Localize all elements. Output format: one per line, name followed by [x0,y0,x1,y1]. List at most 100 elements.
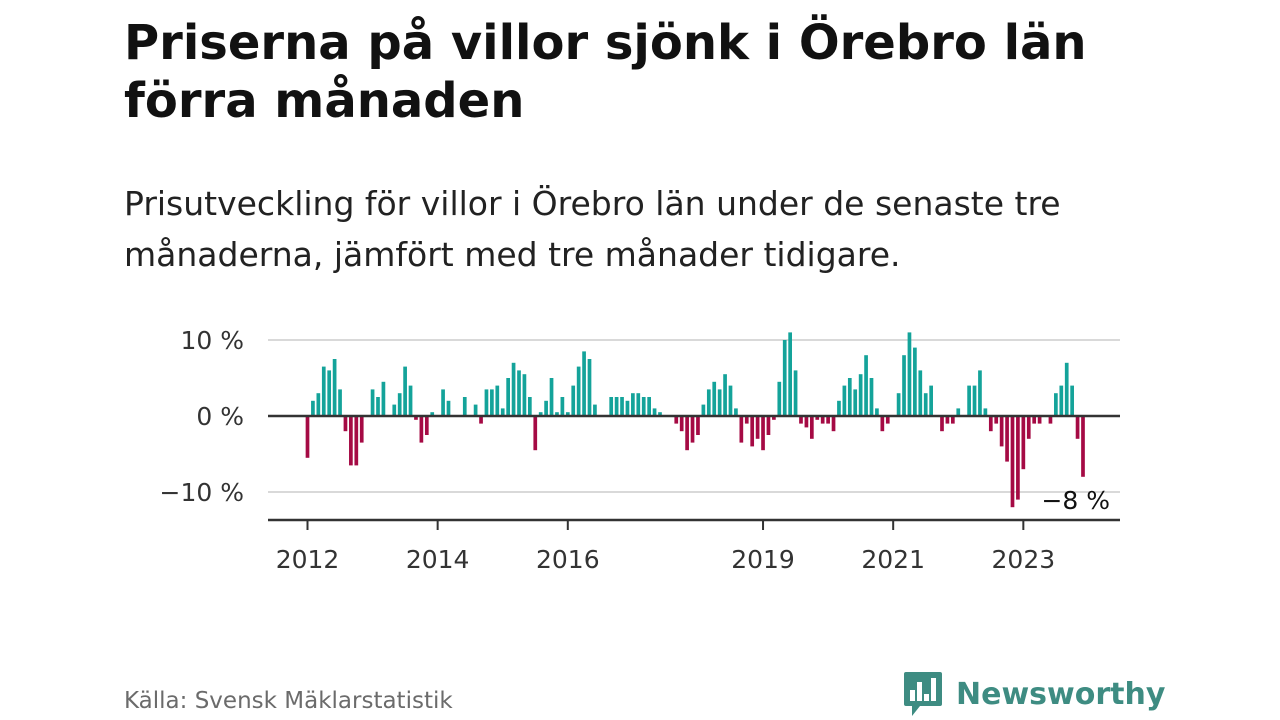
brand-name: Newsworthy [956,676,1166,712]
bar [842,385,847,416]
bar [397,393,402,416]
x-axis-labels: 2012 2014 2016 2019 2021 2023 [276,520,1055,574]
bar [728,385,733,416]
bar [744,416,749,424]
bar [896,393,901,416]
bars [305,332,1085,508]
bar [1059,385,1064,416]
bar [793,370,798,416]
bar [343,416,348,432]
x-tick-label: 2021 [861,545,925,574]
bar [853,389,858,416]
bar [370,389,375,416]
bar [929,385,933,416]
bar [571,385,576,416]
bar [473,404,478,416]
bar [940,416,944,432]
bar [609,397,614,416]
bar [506,378,510,416]
bar [533,416,538,451]
bar [565,412,570,416]
bar [1016,416,1020,500]
bar [1054,393,1058,416]
chart-title: Priserna på villor sjönk i Örebro län fö… [124,15,1087,129]
bar [978,370,982,416]
bar [479,416,483,424]
x-tick-label: 2016 [536,545,600,574]
bar [826,416,830,424]
x-tick-label: 2014 [406,545,470,574]
bar [999,416,1004,447]
bar [967,385,971,416]
bar [679,416,684,432]
bar [636,393,641,416]
bar [1048,416,1053,424]
bar [381,381,386,416]
bar [875,408,879,416]
bar [338,389,342,416]
x-tick-label: 2019 [731,545,795,574]
bar [593,404,597,416]
bar [885,416,890,424]
bar [902,355,906,416]
y-tick-label: −10 % [160,478,244,507]
bar [701,404,706,416]
bar [631,393,635,416]
bar [430,412,435,416]
bar [831,416,836,432]
bar [424,416,429,435]
bar [414,416,418,420]
bar [815,416,820,420]
bar [755,416,760,439]
bar [777,381,782,416]
bar [446,400,451,416]
bar [1010,416,1015,508]
bar [349,416,353,466]
bar [772,416,776,420]
y-axis-labels: −10 % 0 % 10 % [160,326,244,507]
bar [837,400,841,416]
bar [1005,416,1009,462]
grid-lines [268,339,1120,493]
bar [804,416,809,428]
bar [392,404,397,416]
bar [441,389,445,416]
bar [734,408,738,416]
bar [316,393,321,416]
bar [685,416,689,451]
y-tick-label: 10 % [180,326,244,355]
bar [408,385,413,416]
bar [1026,416,1031,439]
bar [625,400,630,416]
bar [614,397,619,416]
y-tick-label: 0 % [196,402,244,431]
bar [1037,416,1042,424]
bar [500,408,505,416]
bar [1081,416,1085,477]
bar [950,416,955,424]
bar [956,408,961,416]
bar [321,366,326,416]
bar [1064,362,1069,416]
bar [880,416,885,432]
bar [739,416,744,443]
bar [809,416,814,439]
bar [1075,416,1080,439]
bar [761,416,765,451]
bar [495,385,500,416]
bar [576,366,581,416]
bar [484,389,489,416]
bar [983,408,988,416]
bar [750,416,755,447]
bar [538,412,543,416]
bar [376,397,380,416]
bar [620,397,624,416]
bar [864,355,868,416]
bar [913,347,917,416]
bar [332,359,337,416]
bar [972,385,977,416]
bar [527,397,532,416]
bar [560,397,565,416]
bar [517,370,521,416]
bar [587,359,592,416]
